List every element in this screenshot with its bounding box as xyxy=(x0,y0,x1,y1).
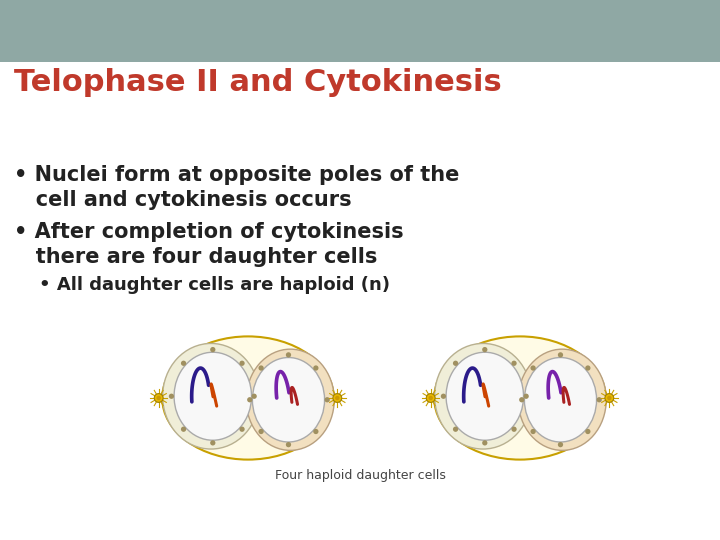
Circle shape xyxy=(426,394,435,402)
Circle shape xyxy=(558,352,563,357)
Circle shape xyxy=(585,429,590,434)
Circle shape xyxy=(441,394,446,399)
Ellipse shape xyxy=(162,336,334,460)
Ellipse shape xyxy=(434,336,606,460)
Text: • All daughter cells are haploid (n): • All daughter cells are haploid (n) xyxy=(14,276,390,294)
Circle shape xyxy=(154,394,163,402)
Circle shape xyxy=(181,361,186,366)
Circle shape xyxy=(286,352,291,357)
Circle shape xyxy=(453,361,458,366)
Circle shape xyxy=(335,396,340,400)
Circle shape xyxy=(313,366,318,370)
Circle shape xyxy=(286,442,291,447)
Text: cell and cytokinesis occurs: cell and cytokinesis occurs xyxy=(14,190,351,210)
Circle shape xyxy=(251,394,257,399)
Circle shape xyxy=(313,429,318,434)
Ellipse shape xyxy=(253,357,325,442)
Circle shape xyxy=(240,361,245,366)
Circle shape xyxy=(511,361,517,366)
Circle shape xyxy=(605,394,613,402)
Circle shape xyxy=(531,429,536,434)
Circle shape xyxy=(156,396,161,400)
Ellipse shape xyxy=(446,352,523,440)
Ellipse shape xyxy=(174,352,251,440)
Circle shape xyxy=(210,440,215,445)
Circle shape xyxy=(240,427,245,432)
Text: • After completion of cytokinesis: • After completion of cytokinesis xyxy=(14,222,404,242)
Circle shape xyxy=(607,396,611,400)
Circle shape xyxy=(258,429,264,434)
Circle shape xyxy=(428,396,433,400)
Circle shape xyxy=(325,397,330,402)
Ellipse shape xyxy=(524,357,597,442)
Circle shape xyxy=(597,397,602,402)
Circle shape xyxy=(523,394,528,399)
Circle shape xyxy=(247,397,253,402)
Circle shape xyxy=(333,394,342,402)
Circle shape xyxy=(258,366,264,370)
Bar xyxy=(0,0,720,62)
Circle shape xyxy=(453,427,458,432)
Text: Four haploid daughter cells: Four haploid daughter cells xyxy=(274,469,446,482)
Text: there are four daughter cells: there are four daughter cells xyxy=(14,247,377,267)
Circle shape xyxy=(181,427,186,432)
Ellipse shape xyxy=(518,349,606,450)
Circle shape xyxy=(482,440,487,445)
Text: • Nuclei form at opposite poles of the: • Nuclei form at opposite poles of the xyxy=(14,165,459,185)
Circle shape xyxy=(585,366,590,370)
Ellipse shape xyxy=(246,349,334,450)
Ellipse shape xyxy=(163,343,259,449)
Circle shape xyxy=(482,347,487,352)
Circle shape xyxy=(531,366,536,370)
Circle shape xyxy=(210,347,215,352)
Circle shape xyxy=(558,442,563,447)
Ellipse shape xyxy=(435,343,531,449)
Circle shape xyxy=(168,394,174,399)
Circle shape xyxy=(519,397,524,402)
Text: Telophase II and Cytokinesis: Telophase II and Cytokinesis xyxy=(14,68,502,97)
Circle shape xyxy=(511,427,517,432)
